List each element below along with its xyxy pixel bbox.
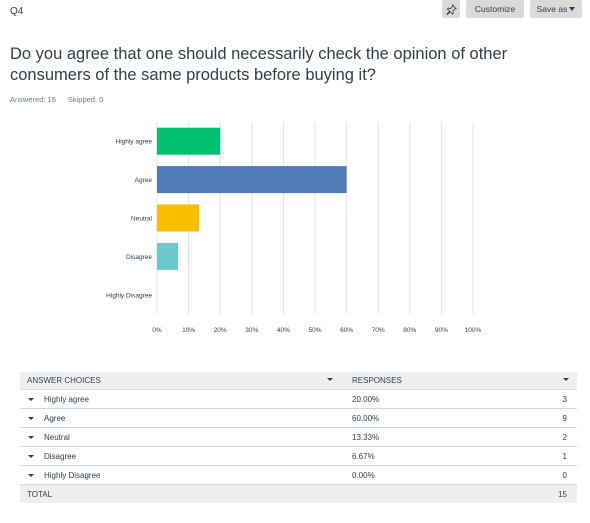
x-tick-label: 90% <box>435 327 448 334</box>
expand-caret-icon <box>28 397 34 401</box>
expand-caret-icon <box>28 473 34 477</box>
category-label: Neutral <box>131 216 153 223</box>
chevron-down-icon <box>569 7 576 11</box>
bar <box>157 204 200 232</box>
x-tick-label: 50% <box>308 327 321 334</box>
category-label: Highly Disagree <box>106 292 152 299</box>
chart-svg: 0% 10% 20% 30% 40% 50% 60% 70% 80% 90% 100% Highly … <box>106 122 482 334</box>
x-tick-label: 100% <box>465 327 482 334</box>
expand-caret-icon <box>28 435 34 439</box>
table-row: Agree 60.00% 9 <box>20 409 577 428</box>
total-row: TOTAL 15 <box>20 485 577 503</box>
question-title: Do you agree that one should necessarily… <box>10 45 508 84</box>
answer-choice-label: Agree <box>44 413 66 423</box>
x-tick-label: 20% <box>214 327 227 334</box>
response-percent: 20.00% <box>352 394 380 404</box>
response-stats: Answered: 15 Skipped: 0 <box>10 95 103 104</box>
bar <box>157 166 347 194</box>
x-tick-label: 80% <box>403 327 416 334</box>
bar <box>157 127 221 155</box>
customize-button[interactable]: Customize <box>466 0 524 18</box>
responses-table: ANSWER CHOICES RESPONSES Highly agree 20.… <box>20 372 577 503</box>
response-percent: 60.00% <box>352 413 380 423</box>
table-row: Neutral 13.33% 2 <box>20 428 577 447</box>
response-count: 9 <box>562 413 567 423</box>
answer-choice-label: Highly agree <box>44 394 89 404</box>
answer-choice-label: Neutral <box>44 432 70 442</box>
table-row: Highly agree 20.00% 3 <box>20 390 577 409</box>
response-count: 1 <box>562 451 567 461</box>
table-header: ANSWER CHOICES RESPONSES <box>20 372 577 390</box>
answer-choice[interactable]: Agree <box>20 414 343 423</box>
response-count: 3 <box>562 394 567 404</box>
toolbar: Customize Save as <box>442 0 582 18</box>
responses-header[interactable]: RESPONSES <box>343 376 577 385</box>
response-percent: 0.00% <box>352 470 375 480</box>
expand-caret-icon <box>28 416 34 420</box>
answered-count: Answered: 15 <box>10 95 56 104</box>
response-percent: 6.67% <box>352 451 375 461</box>
pin-icon <box>445 3 457 15</box>
category-label: Disagree <box>126 254 152 261</box>
x-tick-label: 0% <box>152 327 162 334</box>
table-row: Disagree 6.67% 1 <box>20 447 577 466</box>
response-percent: 13.33% <box>352 432 380 442</box>
save-as-label: Save as <box>536 4 568 14</box>
response-count: 0 <box>562 470 567 480</box>
skipped-count: Skipped: 0 <box>67 95 104 104</box>
sort-caret-icon <box>563 378 569 381</box>
sort-caret-icon <box>327 378 333 381</box>
bar <box>157 242 179 270</box>
pin-button[interactable] <box>442 0 460 18</box>
answer-choice-label: Highly Disagree <box>44 470 101 480</box>
total-value: 15 <box>558 489 567 499</box>
question-number: Q4 <box>10 6 24 17</box>
answer-choice[interactable]: Disagree <box>20 452 343 461</box>
category-label: Agree <box>135 177 153 184</box>
answer-choices-header[interactable]: ANSWER CHOICES <box>20 376 343 385</box>
total-label: TOTAL <box>27 489 53 499</box>
answer-choice-label: Disagree <box>44 451 77 461</box>
x-tick-label: 10% <box>182 327 195 334</box>
save-as-button[interactable]: Save as <box>530 0 582 18</box>
answer-choice[interactable]: Highly Disagree <box>20 471 343 480</box>
x-tick-label: 40% <box>277 327 290 334</box>
expand-caret-icon <box>28 454 34 458</box>
bar-chart: 0% 10% 20% 30% 40% 50% 60% 70% 80% 90% 100% Highly … <box>0 118 590 348</box>
x-tick-label: 60% <box>340 327 353 334</box>
category-label: Highly agree <box>116 139 153 146</box>
table-row: Highly Disagree 0.00% 0 <box>20 466 577 485</box>
x-tick-label: 70% <box>372 327 385 334</box>
answer-choice[interactable]: Neutral <box>20 433 343 442</box>
x-tick-label: 30% <box>245 327 258 334</box>
answer-choice[interactable]: Highly agree <box>20 395 343 404</box>
response-count: 2 <box>562 432 567 442</box>
